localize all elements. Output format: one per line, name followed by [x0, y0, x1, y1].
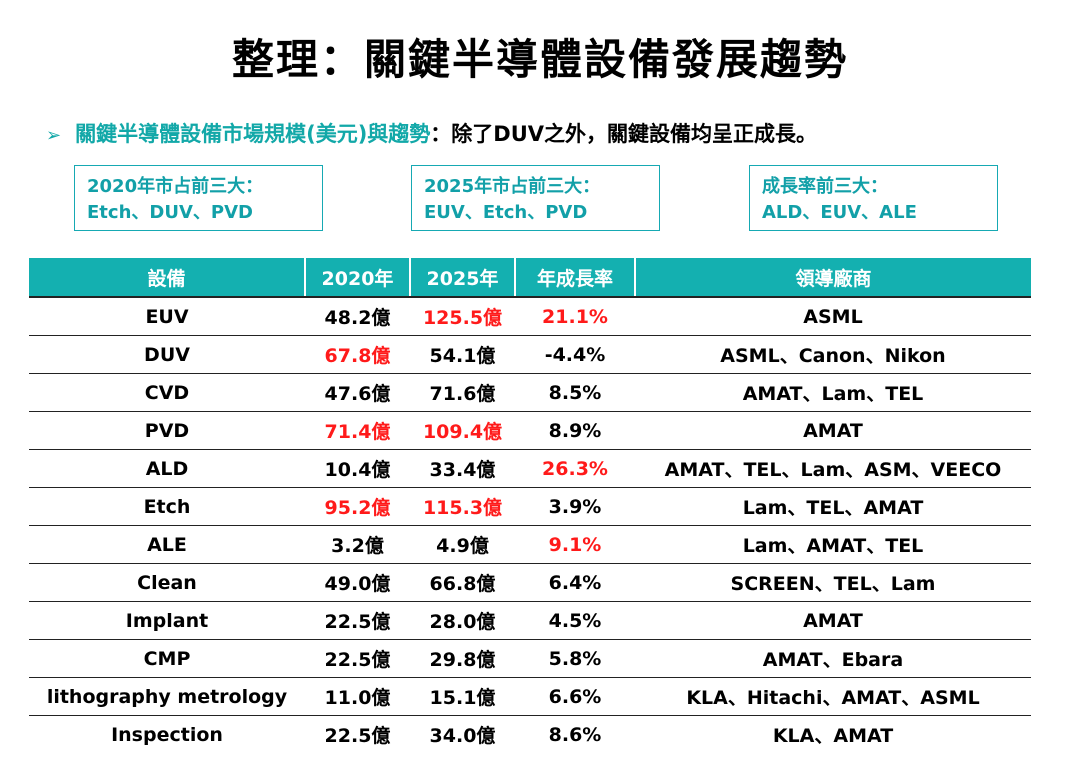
header-vendors: 領導廠商	[634, 258, 1031, 298]
table-row: EUV 48.2億 125.5億 21.1% ASML	[29, 297, 1031, 336]
cell-2025: 15.1億	[410, 677, 515, 716]
callout-box-2020-top3: 2020年市占前三大： Etch、DUV、PVD	[74, 165, 323, 231]
cell-growth: 21.1%	[515, 297, 635, 336]
callout-items: Etch、DUV、PVD	[87, 202, 253, 223]
page-title: 整理：關鍵半導體設備發展趨勢	[231, 35, 848, 84]
summary-text: ：除了DUV之外，關鍵設備均呈正成長。	[430, 122, 818, 146]
cell-vendors: ASML、Canon、Nikon	[635, 335, 1031, 374]
cell-vendors: KLA、Hitachi、AMAT、ASML	[635, 677, 1031, 716]
equipment-table: 設備 2020年 2025年 年成長率 領導廠商 EUV 48.2億 125.5億 2…	[29, 258, 1031, 753]
cell-vendors: AMAT、TEL、Lam、ASM、VEECO	[635, 449, 1031, 488]
table-row: ALD 10.4億 33.4億 26.3% AMAT、TEL、Lam、ASM、VEECO	[29, 449, 1031, 488]
cell-vendors: Lam、TEL、AMAT	[635, 487, 1031, 526]
cell-2020: 48.2億	[305, 297, 410, 336]
table-row: Implant 22.5億 28.0億 4.5% AMAT	[29, 601, 1031, 640]
cell-equipment: lithography metrology	[29, 677, 305, 716]
cell-2020: 3.2億	[305, 525, 410, 564]
cell-equipment: DUV	[29, 335, 305, 374]
summary-highlight: 關鍵半導體設備市場規模(美元)與趨勢	[75, 122, 431, 146]
cell-vendors: Lam、AMAT、TEL	[635, 525, 1031, 564]
cell-2025: 109.4億	[410, 411, 515, 450]
header-2025: 2025年	[409, 258, 515, 298]
cell-2020: 22.5億	[324, 725, 391, 747]
cell-growth: 8.9%	[515, 411, 635, 450]
cell-vendors: KLA、AMAT	[772, 725, 894, 747]
table-header-row: 設備 2020年 2025年 年成長率 領導廠商	[29, 258, 1031, 298]
cell-equipment: CMP	[29, 639, 305, 678]
table-body: EUV 48.2億 125.5億 21.1% ASML DUV 67.8億 54.1億 -4.4…	[29, 297, 1031, 753]
cell-equipment: Implant	[29, 601, 305, 640]
cell-2020: 11.0億	[305, 677, 410, 716]
header-2020: 2020年	[304, 258, 410, 298]
callout-items: EUV、Etch、PVD	[424, 202, 588, 223]
cell-2025: 4.9億	[410, 525, 515, 564]
cell-equipment: Clean	[29, 563, 305, 602]
cell-growth: 4.5%	[515, 601, 635, 640]
cell-growth: 8.5%	[515, 373, 635, 412]
table-row: Clean 49.0億 66.8億 6.4% SCREEN、TEL、Lam	[29, 563, 1031, 602]
cell-equipment: Inspection	[111, 723, 223, 746]
cell-equipment: ALE	[29, 525, 305, 564]
cell-2025: 28.0億	[410, 601, 515, 640]
cell-equipment: Etch	[29, 487, 305, 526]
cell-vendors: AMAT	[635, 411, 1031, 450]
cell-growth: 5.8%	[515, 639, 635, 678]
callout-items: ALD、EUV、ALE	[762, 202, 917, 223]
cell-2025: 115.3億	[410, 487, 515, 526]
cell-2025: 66.8億	[410, 563, 515, 602]
table-row: CVD 47.6億 71.6億 8.5% AMAT、Lam、TEL	[29, 373, 1031, 412]
cell-vendors: AMAT、Ebara	[635, 639, 1031, 678]
table-row: DUV 67.8億 54.1億 -4.4% ASML、Canon、Nikon	[29, 335, 1031, 374]
cell-vendors: AMAT、Lam、TEL	[635, 373, 1031, 412]
header-equipment: 設備	[29, 258, 305, 298]
table-row: lithography metrology 11.0億 15.1億 6.6% KLA、H…	[29, 677, 1031, 716]
cell-2020: 95.2億	[305, 487, 410, 526]
cell-equipment: EUV	[29, 297, 305, 336]
bullet-arrow-icon: ➢	[46, 125, 62, 146]
table-row: CMP 22.5億 29.8億 5.8% AMAT、Ebara	[29, 639, 1031, 678]
cell-2020: 22.5億	[305, 639, 410, 678]
cell-2020: 49.0億	[305, 563, 410, 602]
cell-2025: 54.1億	[410, 335, 515, 374]
cell-equipment: CVD	[29, 373, 305, 412]
callout-heading: 成長率前三大：	[762, 176, 888, 197]
cell-2020: 67.8億	[305, 335, 410, 374]
cell-growth: 6.4%	[515, 563, 635, 602]
cell-2025: 33.4億	[410, 449, 515, 488]
callout-box-growth-top3: 成長率前三大： ALD、EUV、ALE	[749, 165, 998, 231]
cell-2020: 22.5億	[305, 601, 410, 640]
cell-growth: 3.9%	[515, 487, 635, 526]
table-row: Inspection 22.5億 34.0億 8.6% KLA、AMAT	[29, 716, 1031, 754]
cell-growth: 26.3%	[515, 449, 635, 488]
cell-2020: 47.6億	[305, 373, 410, 412]
cell-vendors: SCREEN、TEL、Lam	[635, 563, 1031, 602]
cell-equipment: PVD	[29, 411, 305, 450]
cell-vendors: ASML	[635, 297, 1031, 336]
table-row: PVD 71.4億 109.4億 8.9% AMAT	[29, 411, 1031, 450]
cell-2020: 10.4億	[305, 449, 410, 488]
cell-2025: 125.5億	[410, 297, 515, 336]
summary-line: ➢ 關鍵半導體設備市場規模(美元)與趨勢：除了DUV之外，關鍵設備均呈正成長。	[46, 118, 817, 148]
table-row: Etch 95.2億 115.3億 3.9% Lam、TEL、AMAT	[29, 487, 1031, 526]
callout-heading: 2025年市占前三大：	[424, 176, 601, 197]
callout-box-2025-top3: 2025年市占前三大： EUV、Etch、PVD	[411, 165, 660, 231]
cell-2025: 29.8億	[410, 639, 515, 678]
cell-vendors: AMAT	[635, 601, 1031, 640]
callout-heading: 2020年市占前三大：	[87, 176, 264, 197]
cell-growth: 9.1%	[515, 525, 635, 564]
cell-2020: 71.4億	[305, 411, 410, 450]
cell-2025: 34.0億	[429, 725, 496, 747]
table-row: ALE 3.2億 4.9億 9.1% Lam、AMAT、TEL	[29, 525, 1031, 564]
header-growth: 年成長率	[514, 258, 635, 298]
cell-growth: -4.4%	[515, 335, 635, 374]
cell-growth: 8.6%	[548, 723, 602, 746]
cell-growth: 6.6%	[515, 677, 635, 716]
cell-2025: 71.6億	[410, 373, 515, 412]
cell-equipment: ALD	[29, 449, 305, 488]
